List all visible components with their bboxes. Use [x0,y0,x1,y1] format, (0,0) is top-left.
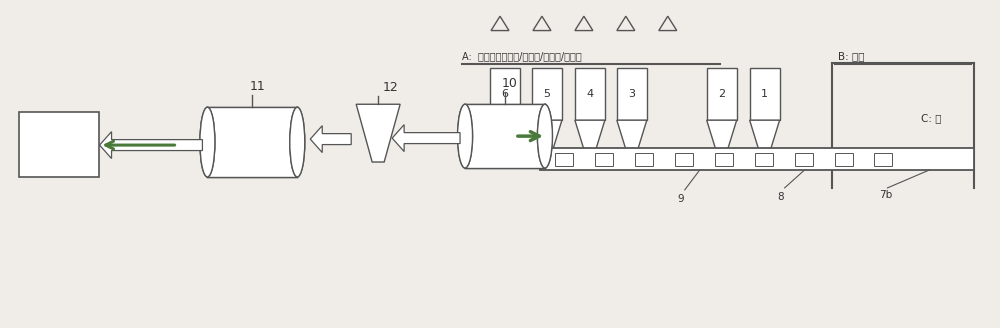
Bar [532,69,562,120]
Text: 14: 14 [51,138,66,151]
Ellipse shape [537,104,552,168]
Bar [707,69,737,120]
Bar [575,69,605,120]
Text: 4: 4 [586,89,593,99]
Bar [207,107,297,177]
Bar [675,153,693,166]
Polygon shape [617,120,647,160]
Text: 2: 2 [718,89,725,99]
Polygon shape [356,104,400,162]
Text: 10: 10 [502,77,518,90]
Ellipse shape [537,104,552,168]
Ellipse shape [290,107,305,177]
Polygon shape [707,120,737,160]
Bar [490,69,520,120]
Bar [555,153,573,166]
Bar [617,69,647,120]
Bar [19,112,99,177]
Text: 9: 9 [678,194,684,204]
Bar [715,153,733,166]
Bar [750,69,780,120]
Bar [874,153,892,166]
Bar [635,153,653,166]
Polygon shape [490,120,520,160]
Text: 7b: 7b [879,190,893,200]
Polygon shape [310,126,351,153]
Text: 11: 11 [249,80,265,93]
Bar [755,153,773,166]
Polygon shape [750,120,780,160]
Bar [465,104,545,168]
Bar [207,107,297,177]
Text: B: 返矿: B: 返矿 [838,51,864,61]
Bar [540,148,974,170]
Bar [595,153,613,166]
Text: 6: 6 [501,89,508,99]
Polygon shape [575,120,605,160]
Text: 5: 5 [543,89,550,99]
Bar [465,104,545,168]
Ellipse shape [458,104,473,168]
Text: 8: 8 [778,192,784,202]
Text: 1: 1 [761,89,768,99]
Text: 12: 12 [382,81,398,94]
Text: A:  原燃料：混匀矿/石灰石/生石灰/燃粉等: A: 原燃料：混匀矿/石灰石/生石灰/燃粉等 [462,51,582,61]
Ellipse shape [200,107,215,177]
Ellipse shape [290,107,305,177]
Polygon shape [532,120,562,160]
Polygon shape [392,125,460,152]
Ellipse shape [200,107,215,177]
Ellipse shape [458,104,473,168]
Bar [795,153,813,166]
Polygon shape [100,132,202,158]
Bar [835,153,853,166]
Text: 3: 3 [628,89,635,99]
Text: C: 水: C: 水 [921,113,942,123]
